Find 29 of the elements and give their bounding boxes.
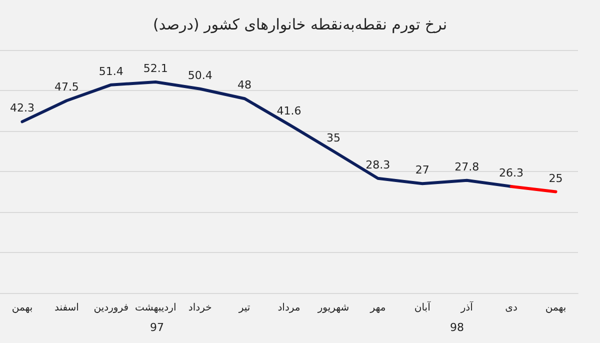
x-tick-label: شهریور bbox=[316, 302, 350, 314]
data-label: 47.5 bbox=[54, 80, 79, 94]
data-label: 35 bbox=[326, 131, 340, 144]
x-tick-label: اردیبهشت bbox=[135, 302, 176, 314]
data-label: 52.1 bbox=[143, 62, 168, 75]
x-tick-label: اسفند bbox=[54, 302, 79, 314]
data-label: 50.4 bbox=[188, 68, 212, 82]
x-tick-label: تیر bbox=[238, 302, 250, 314]
x-tick-label: مهر bbox=[369, 302, 386, 314]
data-label: 27.8 bbox=[454, 160, 480, 174]
x-tick-label: بهمن bbox=[12, 302, 33, 314]
data-label: 48 bbox=[238, 78, 252, 92]
data-label: 27 bbox=[415, 164, 430, 177]
x-tick-label: خرداد bbox=[188, 302, 212, 314]
data-label: 25 bbox=[548, 172, 563, 185]
x-tick-label: آبان bbox=[414, 300, 432, 314]
chart-title: نرخ تورم نقطه‌به‌نقطه خانوارهای کشور (درصد) bbox=[152, 16, 448, 34]
data-label: 42.3 bbox=[10, 102, 34, 115]
text: 98 bbox=[450, 321, 464, 334]
data-label: 51.4 bbox=[98, 64, 124, 78]
x-tick-label: فروردین bbox=[94, 302, 129, 314]
x-tick-label: بهمن bbox=[545, 302, 566, 314]
data-label: 26.3 bbox=[499, 166, 524, 180]
data-label: 28.3 bbox=[366, 158, 390, 172]
x-tick-label: مرداد bbox=[278, 302, 300, 314]
data-label: 41.6 bbox=[276, 104, 302, 118]
x-tick-label: دی bbox=[505, 302, 518, 314]
text: 97 bbox=[150, 321, 164, 334]
x-tick-label: آذر bbox=[460, 300, 474, 314]
